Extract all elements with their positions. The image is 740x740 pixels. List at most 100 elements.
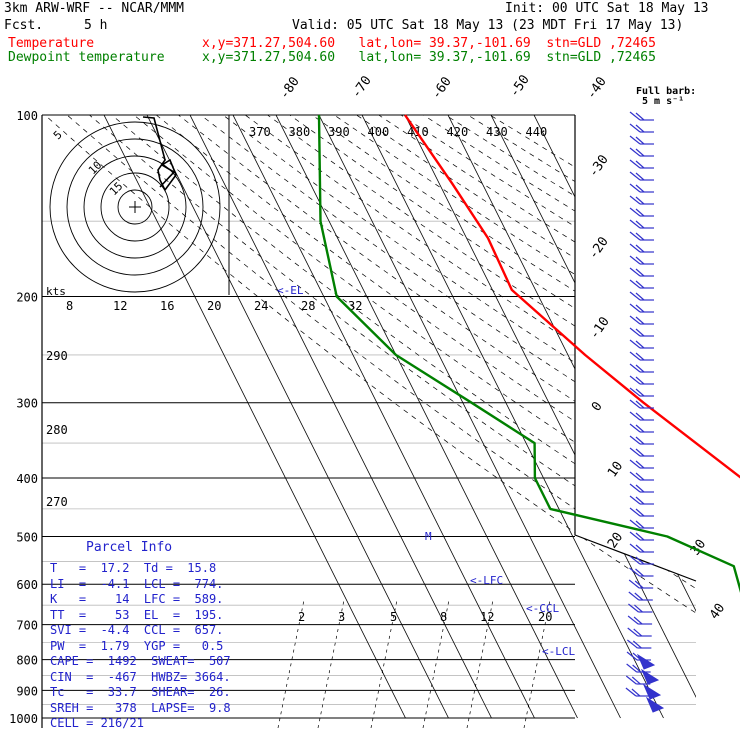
- isotherm-label: -20: [586, 234, 612, 262]
- wind-barb: [629, 267, 641, 277]
- isotherm-label: -50: [507, 72, 533, 100]
- moist-adiabat-line: [713, 297, 740, 719]
- dry-adiabat-line: [289, 115, 696, 719]
- mixing-ratio-label: 3: [338, 610, 345, 624]
- wind-barb-flag: [642, 683, 662, 700]
- wind-barb: [629, 171, 641, 181]
- wind-barb: [635, 484, 645, 493]
- wind-barb: [629, 399, 641, 409]
- wind-barb: [629, 243, 641, 253]
- wind-barb: [629, 123, 641, 133]
- wind-barb: [628, 603, 639, 613]
- hodograph-ring-label: 5: [51, 128, 65, 142]
- wind-barb: [635, 292, 645, 301]
- upper-axis-label: 16: [160, 299, 174, 313]
- wind-barb: [635, 448, 645, 457]
- pressure-tick-label: 300: [16, 397, 38, 411]
- wind-barb: [629, 159, 641, 169]
- valid-time: Valid: 05 UTC Sat 18 May 13 (23 MDT Fri …: [292, 18, 684, 33]
- isotherm-line: [619, 115, 696, 719]
- wind-barb: [629, 351, 641, 361]
- pressure-tick-label: 700: [16, 619, 38, 633]
- wind-barb: [629, 471, 641, 481]
- mixing-ratio-line: [466, 599, 494, 728]
- wind-barb: [635, 376, 645, 385]
- mixing-ratio-label: 8: [440, 610, 447, 624]
- upper-axis-label: 8: [66, 299, 73, 313]
- isotherm-label: 10: [605, 459, 626, 480]
- wind-barb: [629, 531, 641, 541]
- parcel-info-row: CIN = -467 HWBZ= 3664.: [50, 669, 231, 684]
- isotherm-line: [662, 115, 696, 719]
- dry-adiabat-line: [267, 115, 696, 719]
- dewpoint-profile-line: [317, 114, 740, 593]
- wind-barb: [629, 435, 641, 445]
- wind-barb: [635, 196, 645, 205]
- wind-barb: [635, 208, 645, 217]
- wind-barb: [635, 460, 645, 469]
- isotherm-label: -60: [429, 74, 455, 102]
- wind-barb: [635, 532, 645, 541]
- isotherm-line: [706, 115, 740, 718]
- dry-adiabat-label: 280: [46, 423, 68, 437]
- moist-adiabat-line: [695, 296, 696, 719]
- mixing-ratio-label: 20: [538, 610, 552, 624]
- wind-barbs: [625, 111, 665, 713]
- wind-barb: [629, 315, 641, 325]
- isotherm-line: [576, 115, 696, 719]
- m-marker: M: [425, 530, 432, 543]
- lfc-marker: <-LFC: [470, 574, 503, 587]
- temperature-location: x,y=371.27,504.60 lat,lon= 39.37,-101.69…: [202, 36, 656, 51]
- wind-barb: [635, 160, 645, 169]
- mixing-ratio-label: 12: [480, 610, 494, 624]
- wind-barb: [629, 207, 641, 217]
- wind-barb: [635, 148, 645, 157]
- wind-barb: [635, 424, 645, 433]
- hodograph-ring: [117, 189, 153, 225]
- wind-barb: [629, 543, 641, 553]
- isotherm-line: [189, 115, 492, 719]
- wind-barb: [629, 135, 641, 145]
- pressure-tick-label: 600: [16, 578, 38, 592]
- wind-barb: [635, 268, 645, 277]
- hodograph-ring: [83, 155, 187, 259]
- moist-adiabat-line: [660, 296, 696, 719]
- wind-barb: [629, 147, 641, 157]
- wind-barb: [633, 628, 643, 637]
- wind-barb: [635, 508, 645, 517]
- wind-barb: [628, 579, 640, 589]
- theta-label: 380: [289, 125, 311, 139]
- model-title: 3km ARW-WRF -- NCAR/MMM: [4, 1, 185, 16]
- wind-barb: [629, 411, 641, 421]
- pressure-tick-label: 1000: [9, 712, 38, 726]
- isotherm-line: [533, 115, 696, 719]
- isotherm-label: 0: [589, 399, 606, 414]
- hodograph-ring: [100, 172, 170, 242]
- wind-barb-flag: [640, 668, 660, 685]
- wind-barb: [629, 195, 641, 205]
- wind-barb: [635, 436, 645, 445]
- mixing-ratio-line: [422, 599, 450, 728]
- wind-barb: [629, 255, 641, 265]
- wind-barb: [629, 555, 641, 565]
- wind-barb: [635, 340, 645, 349]
- isotherm-line: [146, 115, 449, 719]
- isotherm-line: [318, 115, 621, 719]
- isotherm-label: -80: [277, 74, 303, 102]
- dry-adiabat-line: [44, 115, 696, 719]
- parcel-info-row: TT = 53 EL = 195.: [50, 607, 224, 622]
- hodograph-units: kts: [46, 285, 66, 298]
- parcel-info-row: K = 14 LFC = 589.: [50, 592, 224, 606]
- wind-barb: [631, 688, 641, 697]
- wind-barb-flag: [636, 653, 656, 670]
- dry-adiabat-line: [155, 115, 696, 719]
- hodograph-ring: [49, 121, 221, 293]
- wind-barb: [629, 507, 641, 517]
- wind-barb: [635, 256, 645, 265]
- theta-label: 400: [368, 125, 390, 139]
- upper-axis-label: 32: [348, 299, 362, 313]
- wind-barb: [629, 519, 641, 529]
- lcl-marker: <-LCL: [542, 645, 575, 658]
